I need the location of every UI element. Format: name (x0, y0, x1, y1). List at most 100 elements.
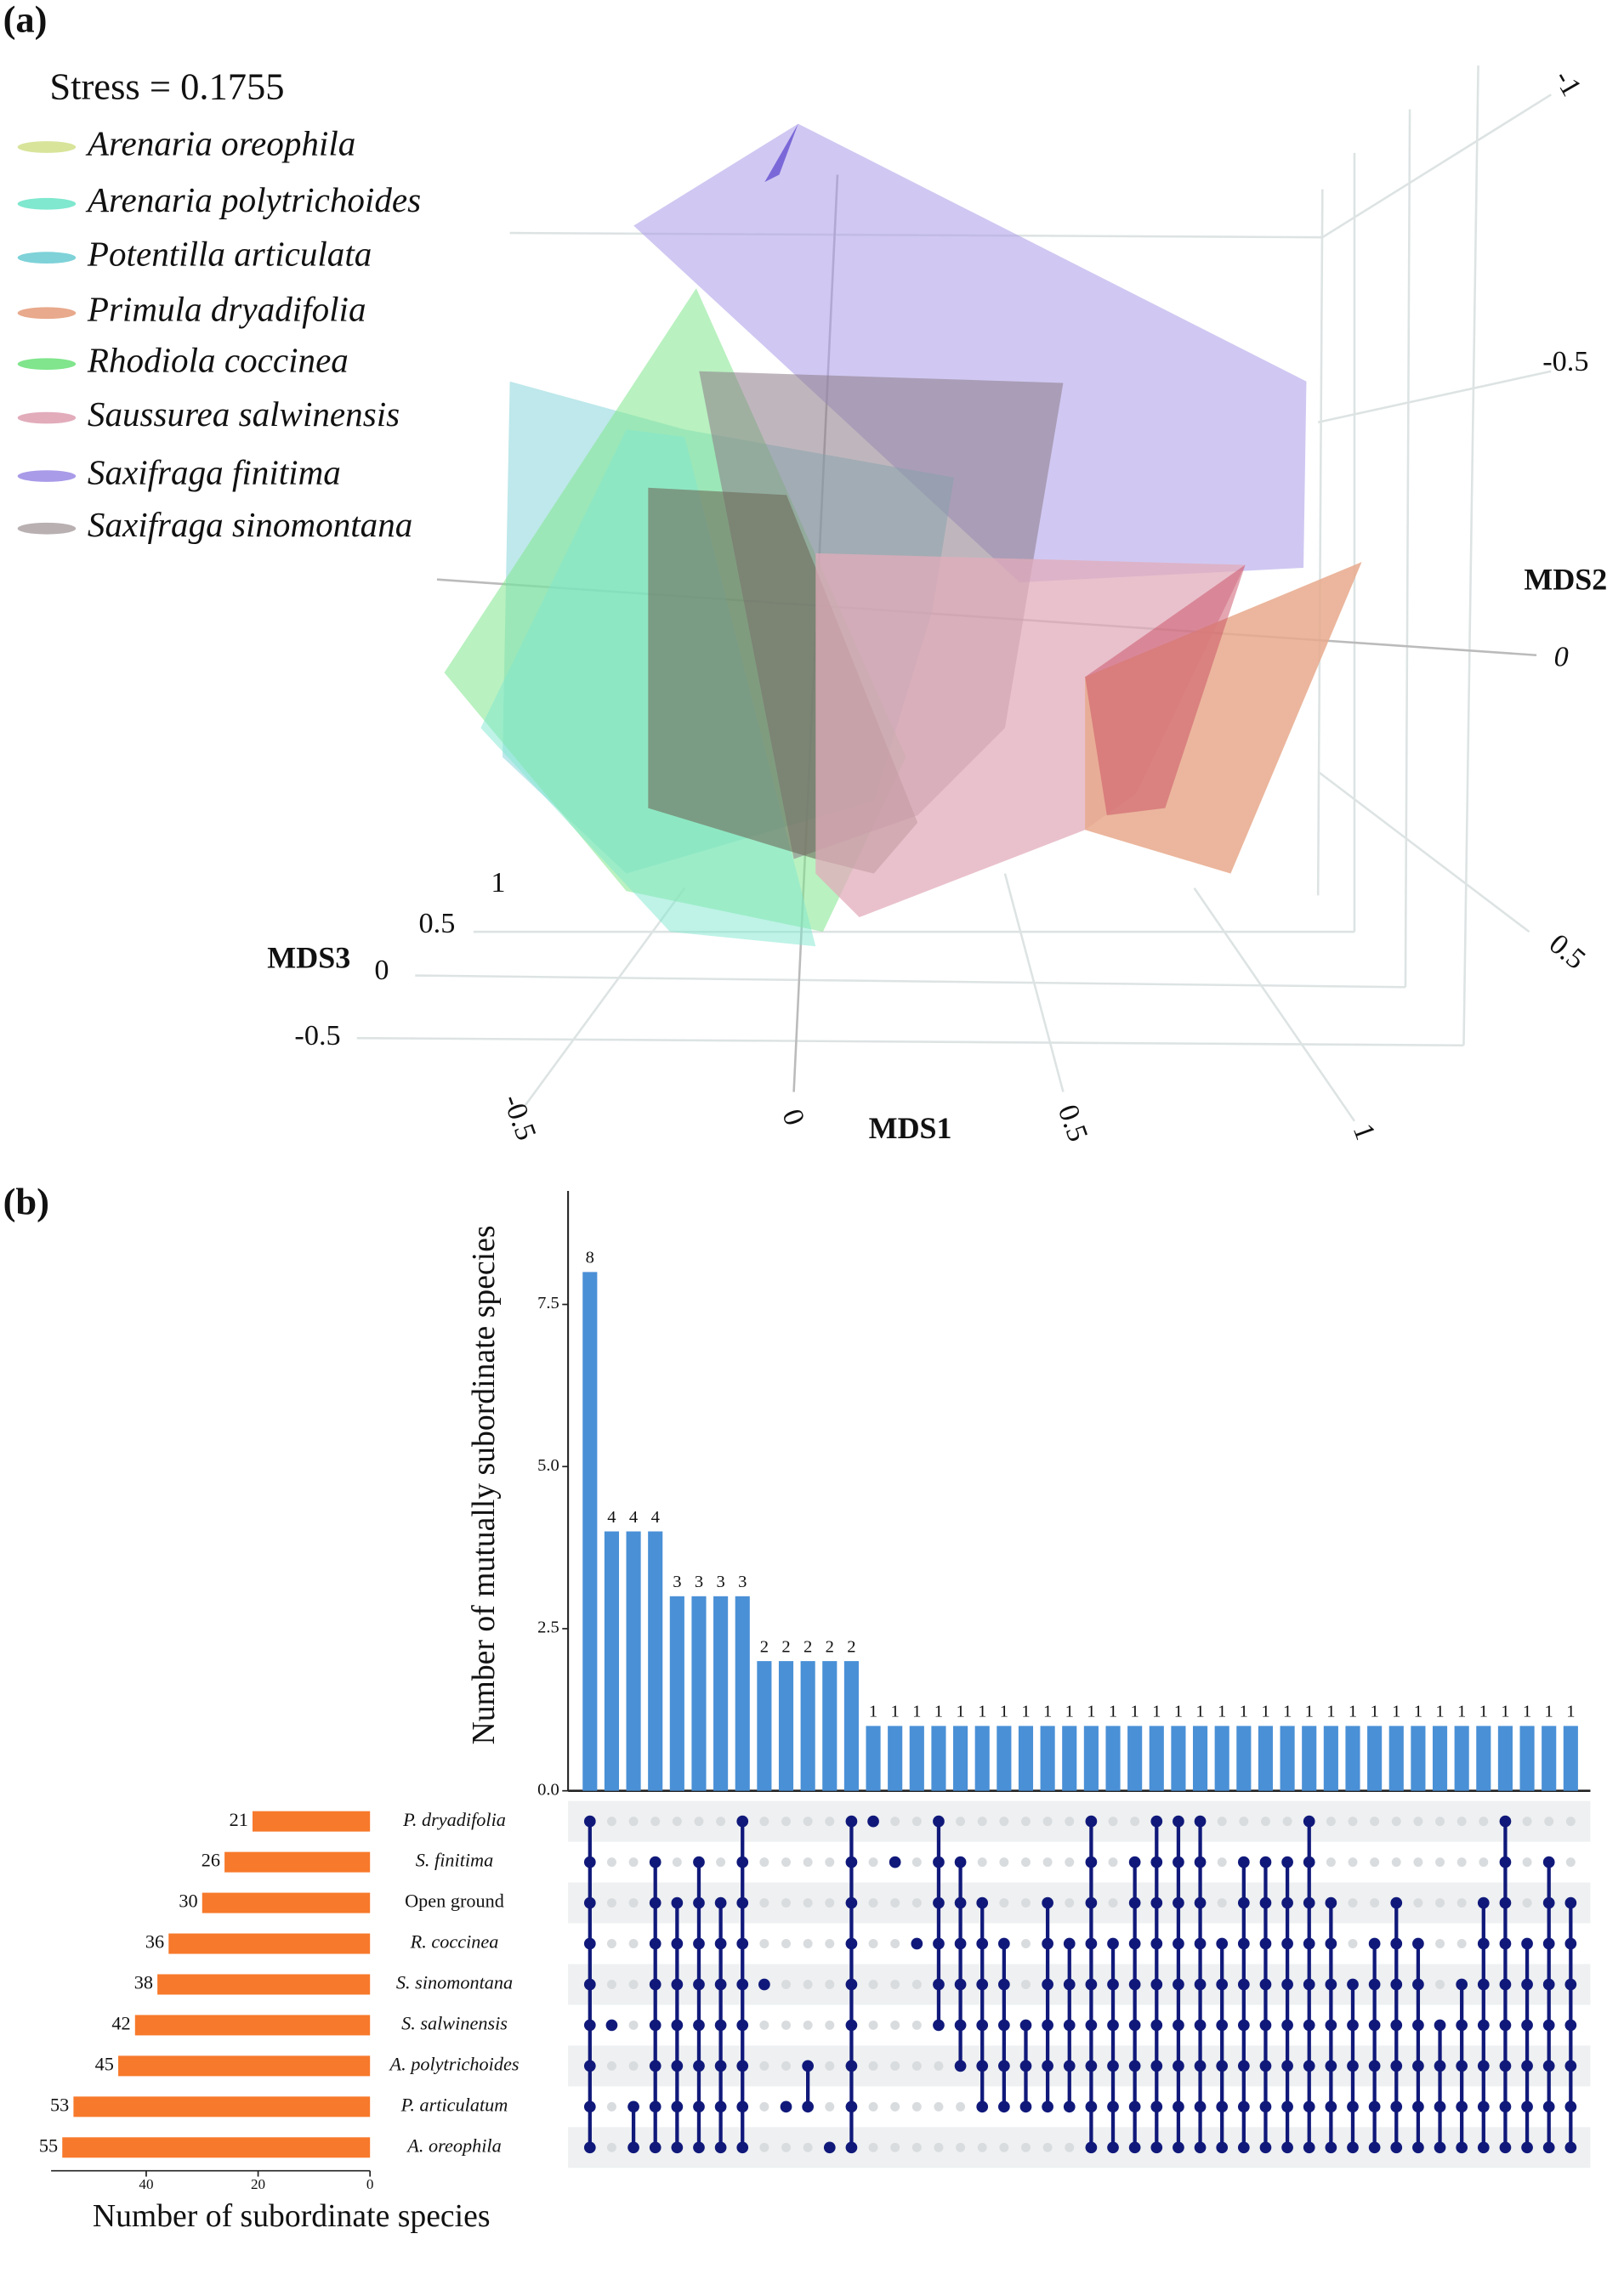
bar (974, 1726, 990, 1791)
value-label: 1 (1435, 1703, 1444, 1721)
value-label: 3 (738, 1573, 747, 1591)
legend-key (17, 411, 77, 424)
membership-dot (1521, 2019, 1533, 2032)
membership-dot (845, 1856, 858, 1868)
membership-dot (1499, 2019, 1512, 2032)
mds3-tick-label: 0 (374, 954, 389, 986)
bar (1411, 1726, 1426, 1791)
empty-dot (911, 2061, 922, 2071)
empty-dot (1456, 1939, 1467, 1948)
value-label: 1 (1021, 1703, 1030, 1721)
empty-dot (1042, 1857, 1053, 1868)
empty-dot (890, 2061, 900, 2071)
bar (691, 1596, 707, 1791)
membership-dot (1194, 1896, 1207, 1909)
membership-dot (1150, 1937, 1163, 1950)
membership-dot (1499, 1815, 1512, 1828)
empty-dot (1108, 1857, 1118, 1868)
value-label: 2 (826, 1637, 834, 1656)
membership-dot (1173, 1815, 1184, 1828)
membership-dot (1564, 2141, 1577, 2154)
set-name: R. coccinea (410, 1931, 499, 1953)
membership-dot (976, 2100, 989, 2113)
membership-dot (1303, 2019, 1315, 2032)
empty-dot (956, 1817, 966, 1827)
set-bar (73, 2096, 371, 2117)
membership-dot (1085, 1896, 1098, 1909)
empty-dot (1522, 1857, 1532, 1868)
legend-label: Saxifraga sinomontana (88, 505, 412, 544)
empty-dot (1217, 1817, 1227, 1827)
set-name: Open ground (405, 1891, 504, 1912)
membership-dot (1259, 2060, 1272, 2072)
bar (1214, 1726, 1229, 1791)
value-label: 1 (1261, 1703, 1269, 1721)
membership-dot (649, 2060, 662, 2072)
membership-dot (889, 1856, 901, 1868)
empty-dot (999, 2142, 1009, 2152)
membership-dot (1434, 2060, 1446, 2072)
legend-label: Saussurea salwinensis (88, 394, 400, 434)
membership-dot (1019, 2060, 1032, 2072)
membership-dot (1456, 2141, 1468, 2154)
membership-dot (976, 1896, 989, 1909)
membership-dot (1564, 2100, 1577, 2113)
value-label: 1 (956, 1703, 964, 1721)
membership-dot (1150, 2100, 1163, 2113)
membership-dot (998, 2060, 1010, 2072)
membership-dot (1412, 2060, 1424, 2072)
membership-dot (1237, 1937, 1250, 1950)
membership-dot (1063, 2019, 1076, 2032)
membership-dot (1325, 1896, 1337, 1909)
value-label: 1 (1479, 1703, 1488, 1721)
membership-dot (1259, 2100, 1272, 2113)
empty-dot (890, 2020, 900, 2030)
membership-dot (1085, 1937, 1098, 1950)
empty-dot (868, 2061, 878, 2071)
membership-dot (823, 2141, 836, 2154)
mds1-tick-label: 1 (1347, 1120, 1383, 1144)
empty-dot (1348, 1939, 1358, 1948)
empty-dot (890, 1898, 900, 1908)
membership-dot (693, 1896, 705, 1909)
empty-dot (977, 1857, 987, 1868)
membership-dot (976, 2019, 989, 2032)
membership-dot (671, 2100, 684, 2113)
y-tick-label: 2.5 (537, 1619, 559, 1637)
membership-dot (845, 1978, 858, 1991)
value-label: 1 (1392, 1703, 1400, 1721)
panel-label: (b) (3, 1180, 49, 1222)
membership-dot (1150, 1815, 1163, 1828)
set-name: S. sinomontana (396, 1972, 513, 1993)
legend-label: Saxifraga finitima (88, 453, 341, 492)
membership-dot (1325, 2141, 1337, 2154)
empty-dot (890, 1979, 900, 1989)
membership-dot (998, 1978, 1010, 1991)
membership-dot (649, 1978, 662, 1991)
membership-dot (714, 1896, 727, 1909)
membership-dot (649, 1937, 662, 1950)
empty-dot (868, 1857, 878, 1868)
membership-dot (1216, 1937, 1229, 1950)
empty-dot (825, 2020, 835, 2030)
bar (1062, 1726, 1077, 1791)
empty-dot (606, 1898, 616, 1908)
empty-dot (1021, 2142, 1031, 2152)
membership-dot (649, 2019, 662, 2032)
empty-dot (1021, 1979, 1031, 1989)
legend-key (17, 358, 77, 371)
empty-dot (628, 1939, 639, 1948)
mds1-tick-label: -0.5 (497, 1090, 542, 1144)
membership-dot (671, 2060, 684, 2072)
mds1-tick-label: 0 (775, 1105, 811, 1130)
membership-dot (1019, 2100, 1032, 2113)
bar (626, 1531, 641, 1791)
empty-dot (1479, 1817, 1489, 1827)
mds2-tick-label: 0.5 (1543, 927, 1592, 976)
membership-dot (1107, 1978, 1119, 1991)
bar (843, 1661, 859, 1791)
empty-dot (956, 2101, 966, 2112)
membership-dot (1347, 2100, 1359, 2113)
empty-dot (1456, 1817, 1467, 1827)
membership-dot (1521, 2100, 1533, 2113)
